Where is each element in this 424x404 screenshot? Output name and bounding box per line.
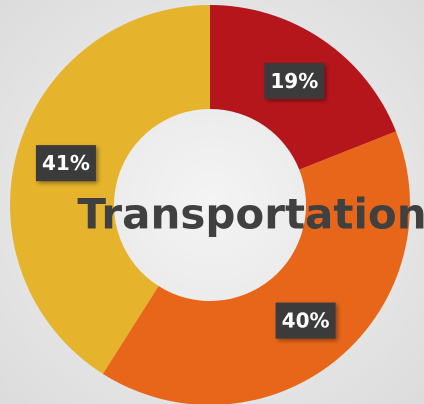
data-label: 41% — [42, 151, 90, 175]
donut-slice — [10, 5, 210, 374]
label-box — [275, 302, 336, 339]
chart-title: Transportation — [77, 190, 424, 239]
labels: 19% 40% 41% — [35, 62, 336, 339]
label-box — [35, 145, 96, 182]
data-label: 19% — [270, 69, 318, 93]
label-box — [264, 62, 325, 99]
data-label: 40% — [282, 309, 330, 333]
